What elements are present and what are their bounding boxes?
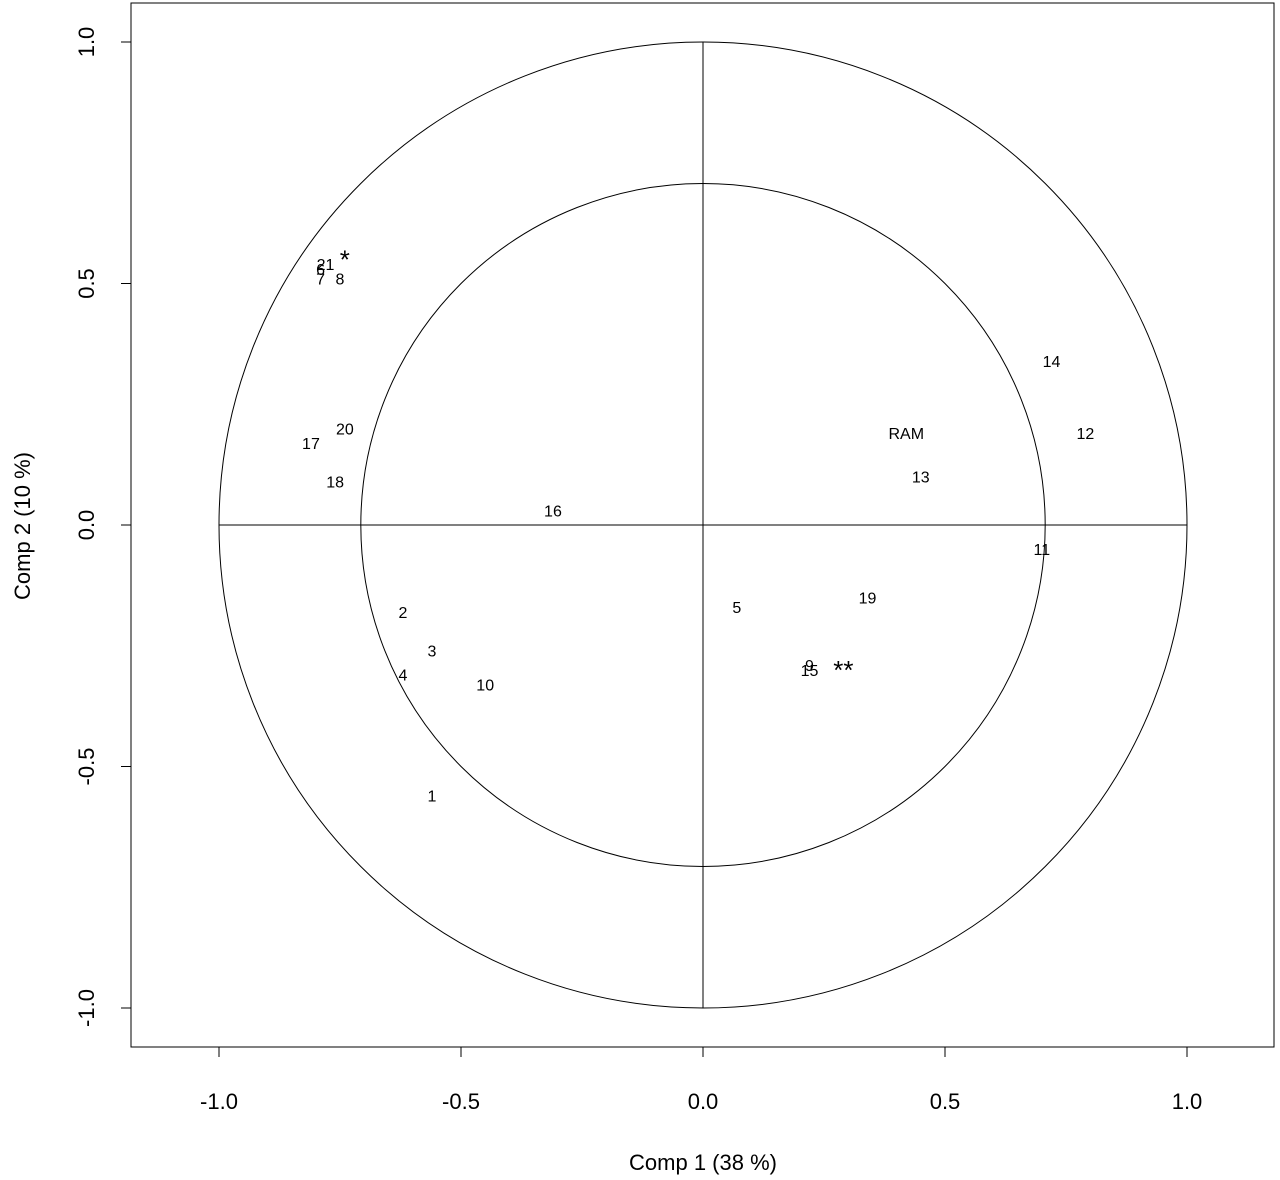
point-label-ram: RAM <box>888 426 924 443</box>
x-tick-label: 0.5 <box>930 1089 961 1114</box>
point-label-3: 3 <box>428 644 437 661</box>
point-label-14: 14 <box>1043 354 1061 371</box>
x-axis: -1.0 -0.5 0.0 0.5 1.0 <box>200 1046 1203 1114</box>
point-label-12: 12 <box>1076 426 1094 443</box>
point-label-9: 9 <box>805 658 814 675</box>
point-label-5: 5 <box>732 600 741 617</box>
point-label-18: 18 <box>326 475 344 492</box>
point-label-20: 20 <box>336 421 354 438</box>
x-tick-label: 0.0 <box>688 1089 719 1114</box>
x-axis-title: Comp 1 (38 %) <box>629 1150 777 1175</box>
y-tick-label: 1.0 <box>74 27 99 58</box>
significance-marker-1: * <box>340 245 350 275</box>
significance-marker-2: ** <box>833 655 853 685</box>
point-label-19: 19 <box>859 590 877 607</box>
point-label-8: 8 <box>336 272 345 289</box>
y-axis-title: Comp 2 (10 %) <box>10 452 35 600</box>
point-label-6: 6 <box>316 262 325 279</box>
point-label-11: 11 <box>1033 542 1050 559</box>
x-tick-label: -1.0 <box>200 1089 238 1114</box>
point-label-4: 4 <box>398 668 407 685</box>
y-tick-label: -0.5 <box>74 748 99 786</box>
x-tick-label: -0.5 <box>442 1089 480 1114</box>
significance-annotations: *** <box>340 245 854 686</box>
point-label-7: 7 <box>316 272 325 289</box>
point-label-15: 15 <box>801 663 819 680</box>
point-label-16: 16 <box>544 504 562 521</box>
point-label-13: 13 <box>912 470 930 487</box>
y-axis: -1.0 -0.5 0.0 0.5 1.0 <box>74 27 132 1027</box>
y-tick-label: 0.5 <box>74 268 99 299</box>
reference-lines <box>219 42 1187 1008</box>
point-label-10: 10 <box>476 677 494 694</box>
y-tick-label: 0.0 <box>74 510 99 541</box>
x-tick-label: 1.0 <box>1172 1089 1203 1114</box>
point-label-2: 2 <box>398 605 407 622</box>
point-label-1: 1 <box>428 788 437 805</box>
point-label-17: 17 <box>302 436 320 453</box>
point-label-21: 21 <box>317 257 335 274</box>
y-tick-label: -1.0 <box>74 989 99 1027</box>
